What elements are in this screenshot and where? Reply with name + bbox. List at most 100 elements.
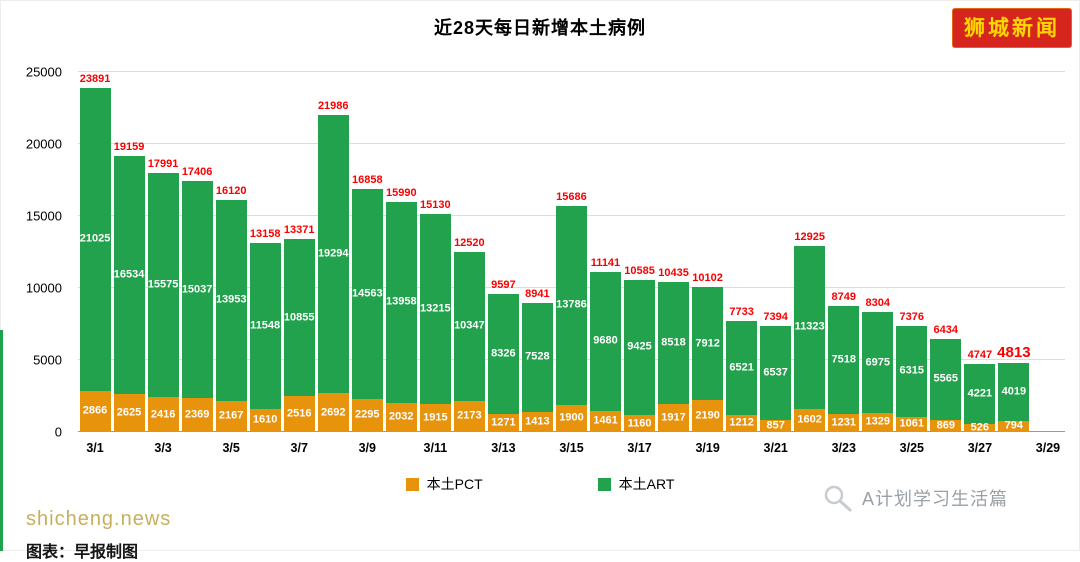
bar-total-label: 16120 <box>215 184 247 197</box>
bar-pct-segment <box>828 414 860 432</box>
bar-art-value-label: 6521 <box>729 361 754 374</box>
bar-pct-segment <box>998 420 1030 432</box>
bar-art-value-label: 13786 <box>556 298 587 311</box>
x-tick-label: 3/21 <box>763 441 788 455</box>
bar-total-label: 12520 <box>454 236 485 249</box>
y-tick-label: 15000 <box>25 208 62 224</box>
bar-art-value-label: 13958 <box>386 295 417 308</box>
bar-group: 12520 10347 2173 <box>453 72 485 432</box>
bar-pct-value-label: 2416 <box>150 408 176 421</box>
bar-group: 8304 6975 1329 <box>862 72 894 432</box>
bar-group: 13158 11548 1610 <box>249 72 281 432</box>
bar-art-segment <box>930 339 962 420</box>
bar-pct-value-label: 2625 <box>116 406 142 419</box>
left-edge-line <box>0 330 3 551</box>
bar-total-label: 13371 <box>283 224 315 237</box>
bar-pct-value-label: 794 <box>1004 419 1024 432</box>
bar-art-value-label: 4019 <box>1001 385 1027 398</box>
bar-art-segment <box>862 312 894 413</box>
bar-pct-value-label: 526 <box>970 421 990 434</box>
bar-pct-segment <box>555 404 587 432</box>
bar-art-value-label: 6975 <box>865 356 890 369</box>
bar-pct-value-label: 857 <box>766 419 785 432</box>
bar-group: 11141 9680 1461 <box>589 72 621 432</box>
bar-pct-value-label: 1271 <box>491 416 516 429</box>
bar-total-label: 7376 <box>899 310 925 323</box>
bar-art-value-label: 6315 <box>899 364 925 377</box>
legend: 本土PCT 本土ART <box>0 474 1080 494</box>
bar-pct-segment <box>79 390 111 432</box>
plot-area: 23891 21025 2866 19159 16534 2625 17991 15575 24… <box>78 71 1065 434</box>
bar-art-segment <box>147 172 179 398</box>
bar-art-value-label: 13215 <box>420 302 451 315</box>
bar-art-segment <box>998 362 1030 421</box>
gridline <box>78 143 1065 144</box>
bar-art-value-label: 7912 <box>695 337 720 349</box>
bar-pct-segment <box>487 413 519 432</box>
bar-total-label: 15990 <box>386 186 417 199</box>
bar-group: 10102 7912 2190 <box>692 72 724 432</box>
x-tick-label: 3/3 <box>154 441 172 455</box>
bar-total-label: 8304 <box>865 297 890 310</box>
bar-art-value-label: 16534 <box>113 268 145 281</box>
magnifier-icon <box>822 484 852 512</box>
bar-art-segment <box>283 239 315 396</box>
bar-pct-segment <box>453 400 485 432</box>
y-tick-label: 20000 <box>25 136 62 152</box>
bar-pct-segment <box>624 415 656 432</box>
bar-art-value-label: 11323 <box>794 320 825 333</box>
y-axis: 0 5000 10000 15000 20000 25000 <box>0 66 70 439</box>
gridline <box>78 71 1065 72</box>
bar-total-label: 7394 <box>763 310 788 323</box>
bar-group: 4747 4221 526 <box>964 72 996 434</box>
x-tick-label: 3/23 <box>831 441 856 455</box>
x-tick-label: 3/19 <box>695 441 720 455</box>
bar-art-segment <box>317 115 349 394</box>
bar-pct-segment <box>351 398 383 432</box>
bar-art-value-label: 8326 <box>491 347 516 360</box>
bar-group: 21986 19294 2692 <box>317 72 349 432</box>
x-tick-label: 3/25 <box>899 441 925 455</box>
x-tick-label: 3/9 <box>358 441 376 455</box>
bar-art-value-label: 5565 <box>933 372 959 385</box>
bar-pct-segment <box>964 424 996 432</box>
bar-art-value-label: 10347 <box>454 319 485 332</box>
bar-art-value-label: 15575 <box>147 278 179 291</box>
bar-pct-segment <box>147 397 179 432</box>
bar-group: 6434 5565 869 <box>930 72 962 432</box>
bar-pct-value-label: 1329 <box>865 415 890 428</box>
bar-group: 19159 16534 2625 <box>113 72 145 432</box>
y-tick-label: 25000 <box>25 64 62 80</box>
bar-art-segment <box>487 293 519 414</box>
bar-group: 15130 13215 1915 <box>419 72 451 432</box>
bar-total-label: 12925 <box>794 230 825 243</box>
bar-art-value-label: 21025 <box>79 232 111 245</box>
bar-pct-segment <box>658 404 690 432</box>
bar-group: 7394 6537 857 <box>760 72 792 432</box>
bar-pct-value-label: 1610 <box>252 413 278 426</box>
bar-art-segment <box>658 281 690 405</box>
bar-art-segment <box>453 251 485 401</box>
bar-pct-value-label: 2173 <box>457 409 482 422</box>
bar-pct-value-label: 2866 <box>82 404 108 417</box>
bar-total-label: 8941 <box>525 288 550 301</box>
bar-group: 15686 13786 1900 <box>555 72 587 432</box>
bar-group: 8941 7528 1413 <box>521 72 553 432</box>
bar-pct-segment <box>692 400 724 432</box>
bar-group: 7376 6315 1061 <box>896 72 928 432</box>
x-tick-label: 3/13 <box>491 441 516 455</box>
bar-group: 15990 13958 2032 <box>385 72 417 432</box>
x-tick-label: 3/11 <box>423 441 448 455</box>
y-tick-label: 0 <box>54 424 62 440</box>
bar-total-label: 13158 <box>249 227 281 240</box>
bar-pct-segment <box>794 408 826 432</box>
bar-total-label: 9597 <box>491 278 516 291</box>
bar-art-segment <box>760 325 792 420</box>
legend-label-pct: 本土PCT <box>426 476 483 492</box>
bar-total-label: 8749 <box>831 291 856 304</box>
bar-total-label: 17406 <box>181 166 213 179</box>
bar-pct-segment <box>589 410 621 432</box>
bar-pct-value-label: 1915 <box>423 411 448 424</box>
bar-art-segment <box>521 303 553 412</box>
x-tick-label: 3/5 <box>222 441 240 455</box>
